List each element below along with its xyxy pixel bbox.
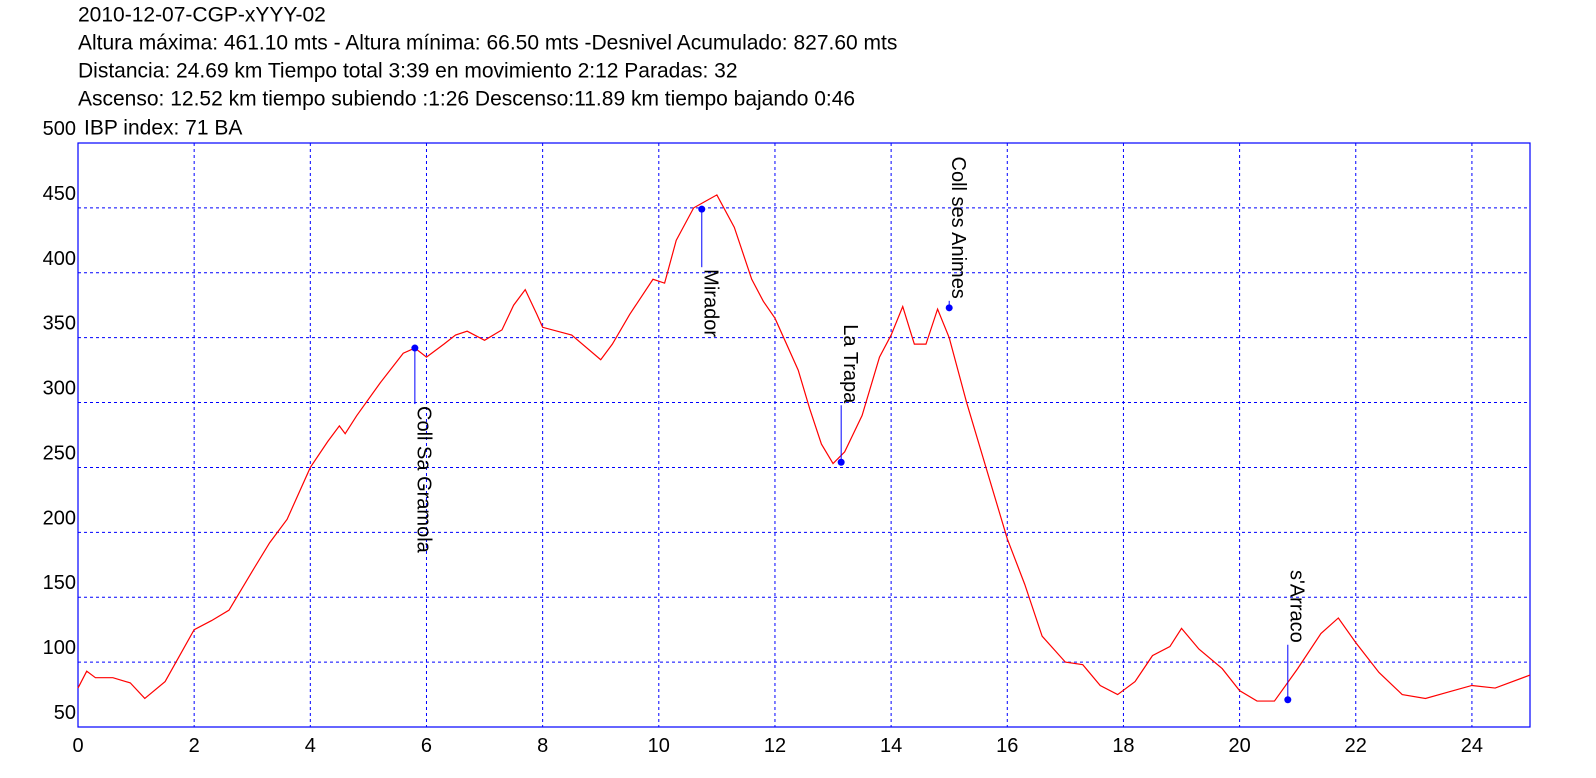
x-tick-label: 22: [1345, 735, 1367, 757]
x-tick-label: 20: [1228, 735, 1250, 757]
x-tick-label: 2: [189, 735, 200, 757]
x-tick-label: 12: [764, 735, 786, 757]
x-tick-label: 6: [421, 735, 432, 757]
waypoint-label: La Trapa: [839, 324, 861, 404]
x-tick-label: 24: [1461, 735, 1483, 757]
subtitle: Ascenso: 12.52 km tiempo subiendo :1:26 …: [78, 88, 855, 111]
chart-title: 2010-12-07-CGP-xYYY-02: [78, 4, 326, 27]
x-tick-label: 18: [1112, 735, 1134, 757]
subtitle: IBP index: 71 BA: [84, 117, 242, 140]
waypoint: [411, 344, 419, 352]
waypoint: [945, 304, 953, 312]
x-tick-label: 4: [305, 735, 316, 757]
subtitle: Distancia: 24.69 km Tiempo total 3:39 en…: [78, 60, 738, 83]
x-tick-label: 8: [537, 735, 548, 757]
waypoint: [698, 205, 706, 213]
waypoint-label: Coll Sa Gramola: [413, 406, 435, 554]
y-tick-label: 150: [43, 572, 76, 594]
x-tick-label: 10: [648, 735, 670, 757]
y-tick-label: 350: [43, 313, 76, 335]
y-tick-label: 500: [43, 118, 76, 140]
x-tick-label: 16: [996, 735, 1018, 757]
y-tick-label: 450: [43, 183, 76, 205]
y-tick-label: 250: [43, 442, 76, 464]
y-tick-label: 200: [43, 507, 76, 529]
subtitle: Altura máxima: 461.10 mts - Altura mínim…: [78, 32, 897, 55]
x-tick-label: 0: [72, 735, 83, 757]
y-tick-label: 50: [54, 702, 76, 724]
waypoint: [837, 458, 845, 466]
y-tick-label: 100: [43, 637, 76, 659]
y-tick-label: 400: [43, 248, 76, 270]
waypoint-label: s'Arraco: [1286, 570, 1308, 643]
y-tick-label: 300: [43, 378, 76, 400]
waypoint-label: Mirador: [699, 269, 721, 337]
waypoint: [1284, 696, 1292, 704]
x-tick-label: 14: [880, 735, 902, 757]
elevation-line: [77, 194, 1531, 702]
waypoint-label: Coll ses Animes: [947, 157, 969, 299]
plot-frame: [77, 142, 1531, 728]
